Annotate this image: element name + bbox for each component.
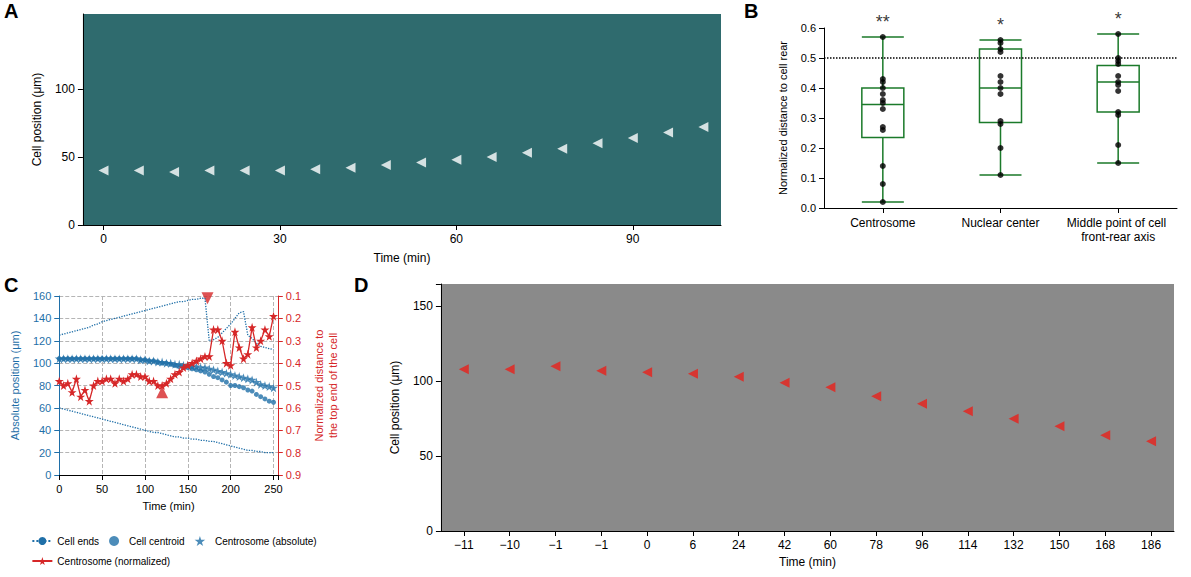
svg-text:0.3: 0.3 (286, 335, 301, 347)
svg-text:0.7: 0.7 (286, 424, 301, 436)
svg-text:the top end of the cell: the top end of the cell (327, 333, 339, 438)
svg-text:0.4: 0.4 (286, 357, 301, 369)
svg-text:114: 114 (958, 538, 977, 552)
svg-text:Centrosome: Centrosome (850, 216, 916, 230)
svg-text:0.3: 0.3 (801, 112, 816, 124)
svg-text:Time (min): Time (min) (142, 500, 194, 512)
svg-text:Cell ends: Cell ends (57, 536, 99, 547)
svg-text:150: 150 (179, 483, 197, 495)
svg-text:−1: −1 (594, 538, 608, 552)
svg-text:0.5: 0.5 (286, 380, 301, 392)
svg-text:0: 0 (56, 483, 62, 495)
svg-text:24: 24 (732, 538, 746, 552)
svg-text:40: 40 (39, 424, 51, 436)
svg-text:Cell position (μm): Cell position (μm) (388, 361, 402, 455)
svg-text:0.9: 0.9 (286, 469, 301, 481)
svg-text:0.0: 0.0 (801, 202, 816, 214)
svg-text:Centrosome (absolute): Centrosome (absolute) (215, 536, 317, 547)
svg-text:Normalized distance to cell re: Normalized distance to cell rear (777, 41, 789, 195)
svg-text:50: 50 (420, 449, 434, 463)
html-text:A: A (4, 0, 19, 22)
svg-text:*: * (997, 15, 1004, 35)
svg-text:120: 120 (33, 335, 51, 347)
svg-text:50: 50 (96, 483, 108, 495)
svg-text:Centrosome (normalized): Centrosome (normalized) (57, 556, 170, 567)
svg-text:0.2: 0.2 (286, 312, 301, 324)
html-text:C: C (4, 274, 19, 296)
svg-text:0: 0 (644, 538, 651, 552)
svg-text:140: 140 (33, 312, 51, 324)
svg-text:0: 0 (68, 218, 75, 232)
svg-text:0.1: 0.1 (801, 172, 816, 184)
svg-text:150: 150 (1049, 538, 1069, 552)
svg-text:Time (min): Time (min) (374, 251, 431, 265)
svg-text:−1: −1 (549, 538, 563, 552)
svg-text:0.4: 0.4 (801, 82, 816, 94)
svg-text:100: 100 (55, 82, 75, 96)
svg-text:160: 160 (33, 290, 51, 302)
svg-text:Cell centroid: Cell centroid (129, 536, 185, 547)
svg-text:80: 80 (39, 380, 51, 392)
svg-text:78: 78 (870, 538, 884, 552)
svg-text:**: ** (876, 12, 890, 32)
svg-text:Time (min): Time (min) (779, 555, 836, 569)
svg-text:−11: −11 (454, 538, 474, 552)
svg-text:100: 100 (136, 483, 154, 495)
html-text:D: D (354, 274, 369, 296)
svg-text:0: 0 (426, 524, 433, 538)
svg-text:0.2: 0.2 (801, 142, 816, 154)
svg-text:60: 60 (39, 402, 51, 414)
svg-text:−10: −10 (499, 538, 520, 552)
svg-text:60: 60 (824, 538, 838, 552)
svg-text:0.6: 0.6 (286, 402, 301, 414)
svg-text:100: 100 (33, 357, 51, 369)
svg-text:Middle point of cell: Middle point of cell (1067, 216, 1170, 230)
svg-text:0: 0 (100, 232, 107, 246)
svg-text:150: 150 (413, 299, 433, 313)
svg-text:250: 250 (264, 483, 282, 495)
svg-text:186: 186 (1141, 538, 1161, 552)
svg-text:20: 20 (39, 447, 51, 459)
svg-text:Cell position (μm): Cell position (μm) (30, 73, 44, 167)
svg-text:0.8: 0.8 (286, 447, 301, 459)
svg-text:0.1: 0.1 (286, 290, 301, 302)
svg-text:front-rear axis: front-rear axis (1081, 230, 1155, 244)
svg-text:50: 50 (62, 150, 76, 164)
svg-text:6: 6 (690, 538, 697, 552)
svg-text:0: 0 (45, 469, 51, 481)
svg-text:168: 168 (1095, 538, 1115, 552)
svg-text:0.6: 0.6 (801, 22, 816, 34)
svg-text:200: 200 (221, 483, 239, 495)
svg-text:0.5: 0.5 (801, 52, 816, 64)
svg-text:*: * (1115, 9, 1122, 29)
svg-text:132: 132 (1004, 538, 1024, 552)
svg-text:90: 90 (626, 232, 640, 246)
svg-text:Normalized distance to: Normalized distance to (313, 330, 325, 442)
svg-text:96: 96 (915, 538, 929, 552)
html-text:B: B (744, 0, 759, 22)
svg-text:30: 30 (273, 232, 287, 246)
svg-text:60: 60 (450, 232, 464, 246)
svg-text:Nuclear center: Nuclear center (961, 216, 1039, 230)
svg-text:Absolute position (μm): Absolute position (μm) (9, 331, 21, 441)
svg-text:100: 100 (413, 374, 433, 388)
svg-text:42: 42 (778, 538, 792, 552)
